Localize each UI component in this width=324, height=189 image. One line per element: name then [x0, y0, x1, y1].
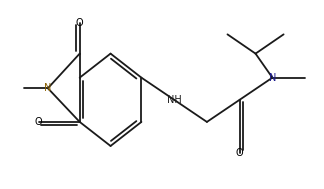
Text: N: N — [44, 83, 52, 93]
Text: N: N — [269, 73, 276, 83]
Text: O: O — [236, 148, 243, 158]
Text: NH: NH — [167, 95, 181, 105]
Text: O: O — [35, 117, 42, 127]
Text: O: O — [76, 18, 84, 28]
